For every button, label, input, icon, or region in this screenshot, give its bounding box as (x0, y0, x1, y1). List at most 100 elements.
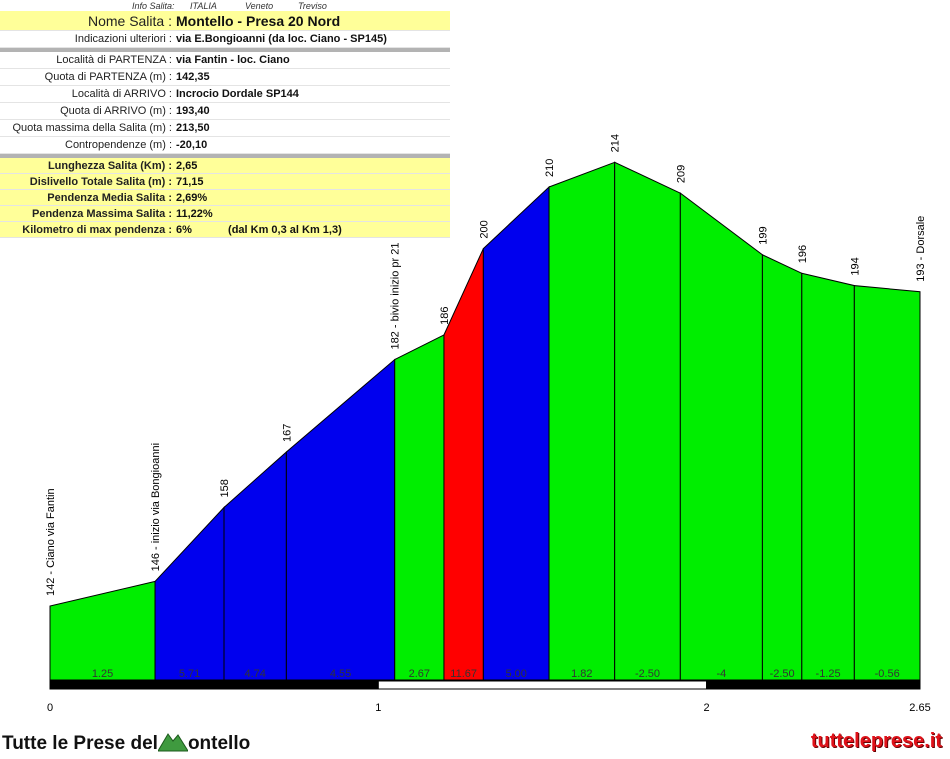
info-row: Quota di PARTENZA (m) : 142,35 (0, 68, 450, 86)
info-label: Contropendenze (m) : (0, 136, 174, 154)
profile-segment (614, 161, 681, 681)
profile-segment (801, 272, 855, 681)
x-tick-label: 2.65 (909, 702, 930, 714)
summary-row: Dislivello Totale Salita (m) : 71,15 (0, 173, 450, 190)
point-elevation-label: 146 - inizio via Bongioanni (150, 443, 162, 571)
mountain-icon (157, 733, 188, 752)
summary-value: 2,69% (174, 189, 450, 206)
info-value: 213,50 (174, 119, 450, 137)
point-elevation-label: 210 (544, 159, 556, 177)
summary-label: Pendenza Media Salita : (0, 189, 174, 206)
summary-value: 71,15 (174, 173, 450, 190)
profile-segment (154, 506, 225, 681)
summary-label: Lunghezza Salita (Km) : (0, 158, 174, 174)
segment-gradient-label: -4 (716, 668, 726, 680)
summary-row: Pendenza Media Salita : 2,69% (0, 189, 450, 206)
point-elevation-label: 142 - Ciano via Fantin (45, 488, 57, 596)
info-row-name: Nome Salita : Montello - Presa 20 Nord (0, 11, 450, 31)
profile-segment (223, 450, 287, 681)
logo-suffix: ontello (187, 733, 251, 754)
segment-gradient-label: -0.56 (875, 668, 900, 680)
point-elevation-label: 194 (849, 257, 861, 275)
logo: Tutte le Prese del ontello (2, 731, 250, 755)
info-region: Veneto (245, 1, 274, 11)
distance-scale-bar (706, 680, 921, 690)
separator (0, 47, 450, 52)
info-row: Contropendenze (m) : -20,10 (0, 136, 450, 154)
info-label: Quota di PARTENZA (m) : (0, 68, 174, 86)
point-elevation-label: 196 (797, 245, 809, 263)
distance-scale-bar (49, 680, 379, 690)
info-value: Incrocio Dordale SP144 (174, 85, 450, 103)
x-tick-label: 2 (704, 702, 710, 714)
info-value: 193,40 (174, 102, 450, 120)
summary-label: Kilometro di max pendenza : (0, 221, 174, 238)
summary-row: Kilometro di max pendenza : 6% (dal Km 0… (0, 221, 450, 238)
segment-gradient-label: 4.55 (330, 668, 351, 680)
segment-gradient-label: -2.50 (635, 668, 660, 680)
point-elevation-label: 186 (439, 307, 451, 325)
info-label: Nome Salita : (0, 11, 174, 31)
summary-label: Pendenza Massima Salita : (0, 205, 174, 222)
x-tick-label: 0 (47, 702, 53, 714)
segment-gradient-label: -1.25 (816, 668, 841, 680)
info-row: Quota di ARRIVO (m) : 193,40 (0, 102, 450, 120)
info-label: Quota massima della Salita (m) : (0, 119, 174, 137)
distance-scale-bar (377, 680, 708, 690)
info-value: -20,10 (174, 136, 450, 154)
segment-gradient-label: 11.67 (450, 668, 477, 680)
profile-segment (49, 580, 156, 681)
summary-label: Dislivello Totale Salita (m) : (0, 173, 174, 190)
profile-segment (548, 161, 616, 681)
info-salita-label: Info Salita: (132, 1, 175, 11)
info-value: via E.Bongioanni (da loc. Ciano - SP145) (174, 30, 450, 48)
profile-segment (853, 285, 921, 681)
site-name: tutteleprese.it (810, 730, 942, 752)
segment-gradient-label: 5.71 (179, 668, 200, 680)
info-label: Indicazioni ulteriori : (0, 30, 174, 48)
info-country: ITALIA (190, 1, 217, 11)
summary-extra-text: (dal Km 0,3 al Km 1,3) (228, 223, 342, 236)
point-elevation-label: 200 (478, 220, 490, 238)
profile-segment (285, 358, 396, 681)
point-elevation-label: 193 - Dorsale (915, 216, 927, 282)
point-elevation-label: 209 (675, 165, 687, 183)
point-elevation-label: 167 (281, 424, 293, 442)
info-value: Montello - Presa 20 Nord (174, 11, 450, 31)
profile-segment (482, 185, 550, 681)
info-row: Località di PARTENZA : via Fantin - loc.… (0, 52, 450, 69)
info-province: Treviso (298, 1, 327, 11)
summary-row: Pendenza Massima Salita : 11,22% (0, 205, 450, 222)
segment-gradient-label: 4.74 (244, 668, 265, 680)
profile-segment (679, 192, 763, 681)
info-row: Quota massima della Salita (m) : 213,50 (0, 119, 450, 137)
summary-value: 2,65 (174, 158, 450, 174)
summary-value: 6% (dal Km 0,3 al Km 1,3) (174, 221, 450, 238)
point-elevation-label: 199 (757, 226, 769, 244)
info-value: via Fantin - loc. Ciano (174, 52, 450, 69)
summary-value: 11,22% (174, 205, 450, 222)
info-row: Località di ARRIVO : Incrocio Dordale SP… (0, 85, 450, 103)
segment-gradient-label: 5.00 (505, 668, 526, 680)
climb-info-table: Nome Salita : Montello - Presa 20 Nord I… (0, 11, 450, 238)
point-elevation-label: 182 - bivio inizio pr 21 (390, 243, 402, 350)
summary-value-text: 6% (176, 223, 192, 236)
point-elevation-label: 214 (610, 134, 622, 152)
logo-text: Tutte le Prese del (2, 733, 158, 754)
info-value: 142,35 (174, 68, 450, 86)
profile-segment (394, 334, 445, 681)
profile-segment (761, 253, 803, 681)
segment-gradient-label: 1.82 (571, 668, 592, 680)
info-row: Indicazioni ulteriori : via E.Bongioanni… (0, 30, 450, 48)
separator (0, 153, 450, 158)
point-elevation-label: 158 (219, 479, 231, 497)
info-label: Quota di ARRIVO (m) : (0, 102, 174, 120)
info-label: Località di ARRIVO : (0, 85, 174, 103)
segment-gradient-label: -2.50 (770, 668, 795, 680)
segment-gradient-label: 1.25 (92, 668, 113, 680)
summary-row: Lunghezza Salita (Km) : 2,65 (0, 158, 450, 174)
x-tick-label: 1 (375, 702, 381, 714)
info-label: Località di PARTENZA : (0, 52, 174, 69)
segment-gradient-label: 2.67 (409, 668, 430, 680)
